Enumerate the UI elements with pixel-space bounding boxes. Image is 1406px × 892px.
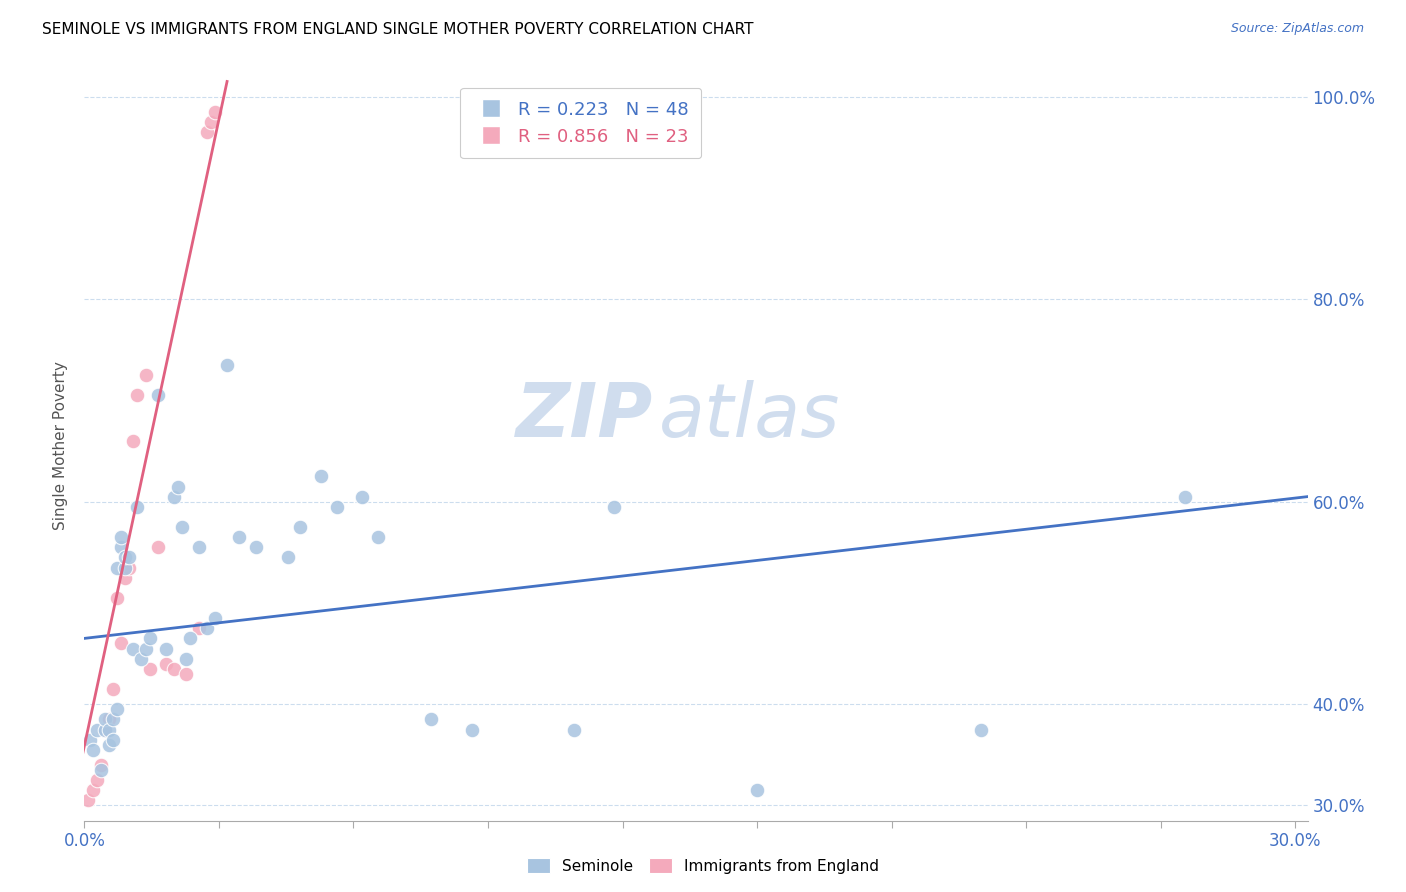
- Y-axis label: Single Mother Poverty: Single Mother Poverty: [53, 361, 69, 531]
- Point: [135, 368, 157, 383]
- Point: [309, 469, 332, 483]
- Point: [93, 723, 115, 737]
- Point: [200, 115, 222, 129]
- Point: [461, 723, 484, 737]
- Point: [97, 723, 120, 737]
- Point: [420, 712, 443, 726]
- Point: [174, 666, 197, 681]
- Text: SEMINOLE VS IMMIGRANTS FROM ENGLAND SINGLE MOTHER POVERTY CORRELATION CHART: SEMINOLE VS IMMIGRANTS FROM ENGLAND SING…: [42, 22, 754, 37]
- Point: [105, 702, 128, 716]
- Point: [131, 651, 153, 665]
- Point: [138, 662, 160, 676]
- Point: [122, 434, 145, 448]
- Point: [155, 641, 177, 656]
- Point: [146, 541, 169, 555]
- Point: [105, 591, 128, 605]
- Point: [110, 530, 132, 544]
- Point: [562, 723, 585, 737]
- Point: [163, 490, 186, 504]
- Point: [747, 783, 769, 797]
- Point: [350, 490, 373, 504]
- Point: [110, 636, 132, 650]
- Point: [204, 611, 226, 625]
- Point: [105, 560, 128, 574]
- Point: [77, 793, 100, 807]
- Point: [217, 358, 239, 372]
- Point: [114, 560, 136, 574]
- Text: ZIP: ZIP: [516, 379, 654, 452]
- Point: [367, 530, 389, 544]
- Point: [179, 632, 201, 646]
- Point: [110, 541, 132, 555]
- Point: [290, 520, 312, 534]
- Point: [90, 763, 112, 777]
- Point: [79, 732, 101, 747]
- Point: [82, 783, 104, 797]
- Point: [82, 743, 104, 757]
- Point: [97, 712, 120, 726]
- Point: [204, 104, 226, 119]
- Point: [174, 651, 197, 665]
- Point: [970, 723, 993, 737]
- Point: [114, 571, 136, 585]
- Point: [127, 500, 149, 514]
- Point: [101, 712, 124, 726]
- Point: [155, 657, 177, 671]
- Point: [135, 641, 157, 656]
- Point: [93, 712, 115, 726]
- Point: [326, 500, 349, 514]
- Point: [114, 550, 136, 565]
- Point: [90, 758, 112, 772]
- Point: [163, 662, 186, 676]
- Point: [101, 681, 124, 696]
- Point: [195, 125, 218, 139]
- Point: [187, 541, 209, 555]
- Legend: R = 0.223   N = 48, R = 0.856   N = 23: R = 0.223 N = 48, R = 0.856 N = 23: [460, 88, 702, 158]
- Point: [138, 632, 160, 646]
- Point: [97, 738, 120, 752]
- Point: [118, 550, 141, 565]
- Point: [603, 500, 626, 514]
- Legend: Seminole, Immigrants from England: Seminole, Immigrants from England: [522, 852, 884, 880]
- Text: atlas: atlas: [659, 380, 841, 452]
- Point: [127, 388, 149, 402]
- Point: [146, 388, 169, 402]
- Point: [245, 541, 267, 555]
- Point: [101, 732, 124, 747]
- Point: [118, 560, 141, 574]
- Point: [1174, 490, 1197, 504]
- Point: [86, 723, 108, 737]
- Point: [187, 621, 209, 635]
- Text: Source: ZipAtlas.com: Source: ZipAtlas.com: [1230, 22, 1364, 36]
- Point: [277, 550, 299, 565]
- Point: [195, 621, 218, 635]
- Point: [172, 520, 194, 534]
- Point: [228, 530, 250, 544]
- Point: [93, 723, 115, 737]
- Point: [167, 479, 190, 493]
- Point: [86, 773, 108, 788]
- Point: [122, 641, 145, 656]
